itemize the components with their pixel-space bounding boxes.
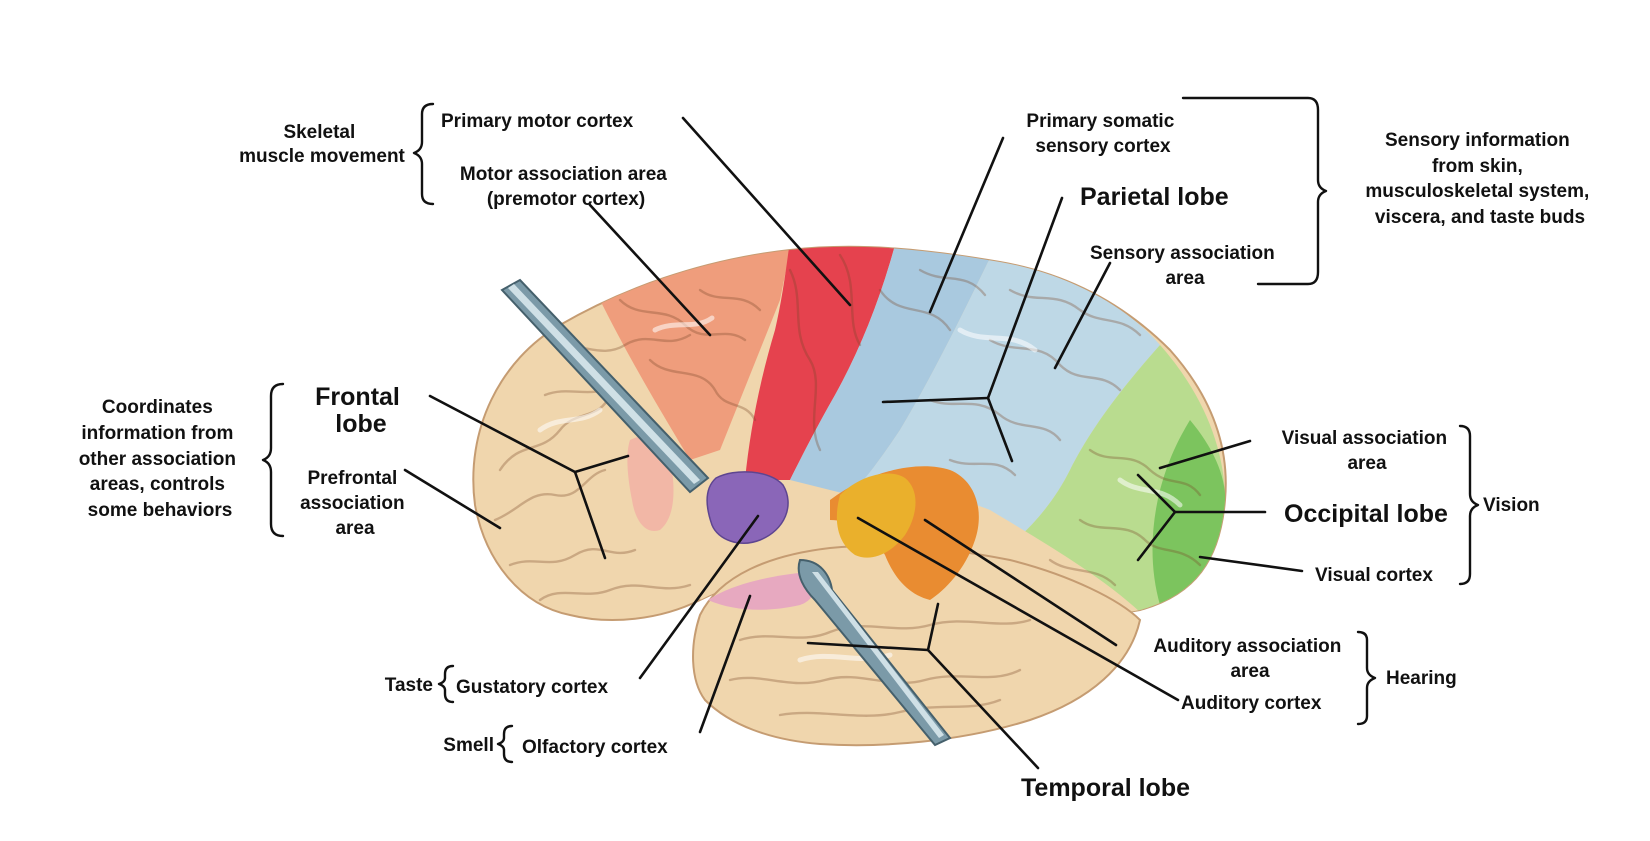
brace-taste — [437, 664, 455, 704]
gustatory-region — [706, 471, 789, 544]
brace-vision — [1458, 424, 1480, 586]
gyri-texture — [493, 253, 1202, 717]
brace-skeletal — [412, 102, 435, 206]
label-skeletal-muscle-movement: Skeletal muscle movement — [239, 122, 405, 167]
label-taste: Taste — [385, 675, 433, 696]
label-motor-association-area: Motor association area (premotor cortex) — [460, 164, 672, 210]
auditory-cortex-region — [836, 473, 916, 558]
label-temporal-lobe: Temporal lobe — [1021, 774, 1190, 802]
label-frontal-lobe: Frontal lobe — [315, 383, 407, 438]
label-visual-cortex: Visual cortex — [1315, 565, 1433, 586]
label-hearing: Hearing — [1386, 668, 1457, 689]
label-smell: Smell — [443, 735, 494, 756]
label-gustatory-cortex: Gustatory cortex — [456, 677, 608, 698]
leader-lines — [403, 116, 1304, 770]
motor-association-region — [600, 250, 790, 460]
brace-smell — [496, 724, 514, 764]
brace-hearing — [1356, 630, 1377, 726]
braces — [261, 96, 1480, 764]
brace-sensory — [1181, 96, 1328, 286]
labels: Skeletal muscle movement Primary motor c… — [79, 111, 1594, 802]
label-olfactory-cortex: Olfactory cortex — [522, 737, 668, 758]
label-primary-motor-cortex: Primary motor cortex — [441, 111, 634, 132]
brace-coordinates — [261, 382, 285, 538]
label-parietal-lobe: Parietal lobe — [1080, 183, 1229, 211]
somatic-sensory-region — [790, 246, 990, 495]
primary-motor-region — [745, 246, 895, 480]
label-sensory-association-area: Sensory association area — [1090, 243, 1280, 289]
label-primary-somatic-sensory-cortex: Primary somatic sensory cortex — [1026, 111, 1179, 157]
instrument-upper — [500, 278, 710, 494]
olfactory-region — [708, 572, 816, 610]
label-visual-association-area: Visual association area — [1282, 428, 1453, 474]
instrument-lower — [797, 558, 952, 747]
brain-illustration — [472, 245, 1227, 747]
label-vision: Vision — [1483, 495, 1540, 516]
label-occipital-lobe: Occipital lobe — [1284, 500, 1448, 528]
label-coordinates: Coordinates information from other assoc… — [79, 397, 242, 521]
label-prefrontal-association-area: Prefrontal association area — [300, 468, 410, 539]
label-sensory-information: Sensory information from skin, musculosk… — [1365, 130, 1594, 228]
label-auditory-cortex: Auditory cortex — [1181, 693, 1322, 714]
label-auditory-association-area: Auditory association area — [1153, 636, 1346, 682]
